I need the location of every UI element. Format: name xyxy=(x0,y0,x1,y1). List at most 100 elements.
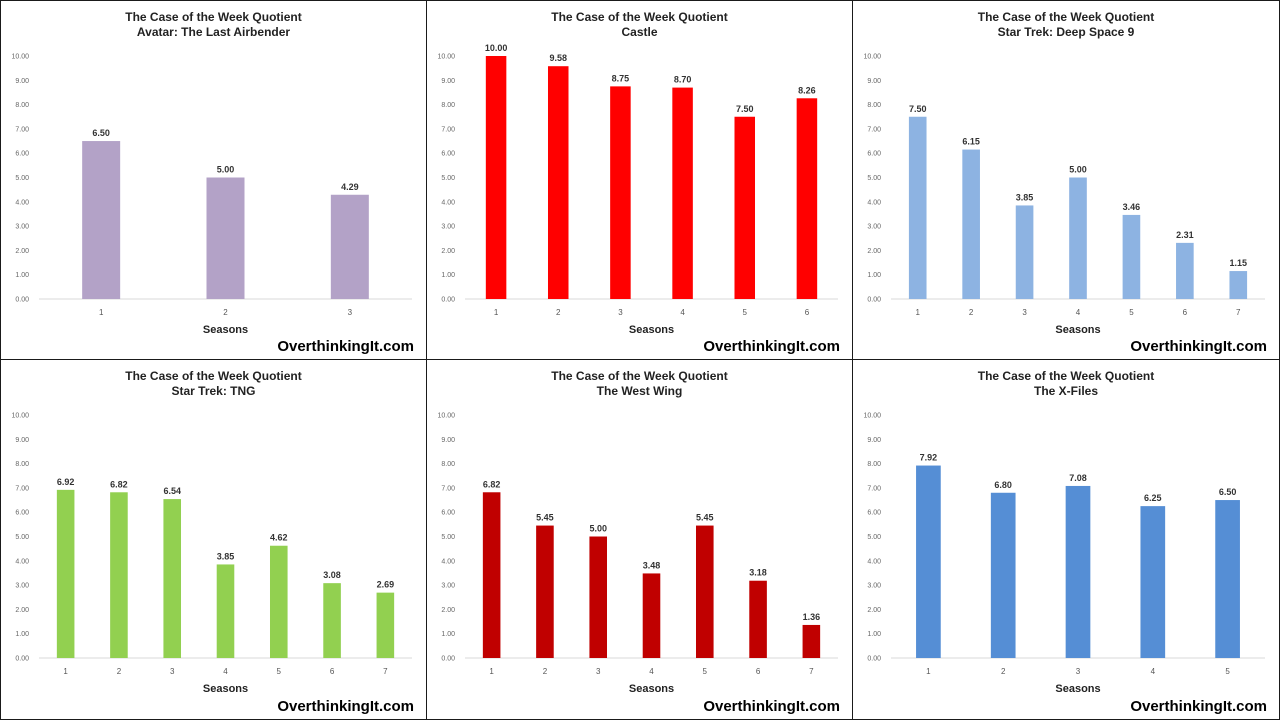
data-label: 5.00 xyxy=(217,165,235,175)
y-tick-label: 4.00 xyxy=(441,558,455,565)
x-tick-label: 5 xyxy=(703,667,708,676)
chart-subtitle: The X-Files xyxy=(1034,384,1098,398)
watermark: OverthinkingIt.com xyxy=(703,698,840,715)
y-tick-label: 1.00 xyxy=(15,272,29,279)
x-tick-label: 2 xyxy=(969,308,974,317)
y-tick-label: 10.00 xyxy=(863,413,881,420)
x-tick-label: 1 xyxy=(99,308,104,317)
x-tick-label: 5 xyxy=(1129,308,1134,317)
bar xyxy=(802,624,821,658)
y-tick-label: 5.00 xyxy=(441,534,455,541)
data-label: 3.85 xyxy=(1016,192,1034,202)
y-tick-label: 7.00 xyxy=(15,126,29,133)
y-tick-label: 4.00 xyxy=(15,199,29,206)
y-tick-label: 10.00 xyxy=(863,54,881,61)
y-tick-label: 5.00 xyxy=(15,534,29,541)
bar xyxy=(547,66,569,300)
bar xyxy=(482,492,501,658)
x-tick-label: 5 xyxy=(1225,667,1230,676)
y-tick-label: 3.00 xyxy=(441,224,455,231)
bar xyxy=(323,583,341,658)
x-axis-title: Seasons xyxy=(629,324,674,336)
x-tick-label: 2 xyxy=(556,308,561,317)
x-tick-label: 3 xyxy=(170,667,175,676)
y-tick-label: 5.00 xyxy=(867,534,881,541)
y-tick-label: 0.00 xyxy=(867,297,881,304)
data-label: 7.08 xyxy=(1069,473,1087,483)
bar xyxy=(695,525,714,658)
y-tick-label: 7.00 xyxy=(15,485,29,492)
x-tick-label: 1 xyxy=(489,667,494,676)
y-tick-label: 5.00 xyxy=(867,175,881,182)
y-tick-label: 3.00 xyxy=(867,583,881,590)
data-label: 6.54 xyxy=(163,486,181,496)
data-label: 6.50 xyxy=(92,128,110,138)
chart-subtitle: The West Wing xyxy=(597,384,683,398)
bar xyxy=(1215,500,1240,658)
y-tick-label: 0.00 xyxy=(15,297,29,304)
bar xyxy=(1122,214,1141,299)
bar xyxy=(1069,177,1087,299)
bar xyxy=(1176,242,1194,299)
bar xyxy=(82,141,121,299)
chart-title: The Case of the Week Quotient xyxy=(125,10,301,24)
y-tick-label: 2.00 xyxy=(15,248,29,255)
x-tick-label: 4 xyxy=(1151,667,1156,676)
data-label: 8.75 xyxy=(612,73,630,83)
chart-subtitle: Avatar: The Last Airbender xyxy=(137,25,290,39)
chart-panel: The Case of the Week Quotient Castle 0.00 1… xyxy=(426,0,853,360)
y-tick-label: 4.00 xyxy=(15,558,29,565)
x-tick-label: 4 xyxy=(649,667,654,676)
y-tick-label: 7.00 xyxy=(867,485,881,492)
y-tick-label: 10.00 xyxy=(437,413,455,420)
bar xyxy=(376,592,395,658)
data-label: 4.29 xyxy=(341,182,359,192)
y-tick-label: 6.00 xyxy=(15,510,29,517)
data-label: 9.58 xyxy=(549,53,567,63)
x-tick-label: 4 xyxy=(223,667,228,676)
chart-subtitle: Castle xyxy=(621,25,657,39)
y-tick-label: 0.00 xyxy=(441,297,455,304)
bar xyxy=(734,116,756,299)
y-tick-label: 3.00 xyxy=(867,224,881,231)
data-label: 1.36 xyxy=(803,612,821,622)
data-label: 6.92 xyxy=(57,477,75,487)
x-tick-label: 3 xyxy=(1022,308,1027,317)
chart-title: The Case of the Week Quotient xyxy=(551,10,727,24)
y-tick-label: 0.00 xyxy=(15,656,29,663)
x-axis-title: Seasons xyxy=(203,683,248,695)
x-tick-label: 5 xyxy=(277,667,282,676)
x-axis-title: Seasons xyxy=(1055,683,1100,695)
x-tick-label: 6 xyxy=(805,308,810,317)
x-tick-label: 3 xyxy=(596,667,601,676)
bar xyxy=(610,86,631,299)
y-tick-label: 3.00 xyxy=(15,583,29,590)
y-tick-label: 6.00 xyxy=(441,151,455,158)
bar xyxy=(269,545,288,658)
bar xyxy=(485,56,507,299)
bar xyxy=(908,116,927,299)
chart-panel: The Case of the Week Quotient Avatar: The… xyxy=(0,0,427,360)
y-tick-label: 1.00 xyxy=(441,272,455,279)
y-tick-label: 9.00 xyxy=(867,78,881,85)
y-tick-label: 2.00 xyxy=(441,607,455,614)
x-tick-label: 2 xyxy=(543,667,548,676)
chart-title: The Case of the Week Quotient xyxy=(551,369,727,383)
x-tick-label: 1 xyxy=(926,667,931,676)
x-axis-title: Seasons xyxy=(1055,324,1100,336)
x-tick-label: 6 xyxy=(756,667,761,676)
bar xyxy=(749,580,767,658)
x-tick-label: 7 xyxy=(809,667,814,676)
chart-panel: The Case of the Week Quotient Star Trek: … xyxy=(0,359,427,720)
chart-panel: The Case of the Week Quotient The West Wi… xyxy=(426,359,853,720)
bar xyxy=(110,492,128,658)
y-tick-label: 9.00 xyxy=(441,78,455,85)
y-tick-label: 2.00 xyxy=(441,248,455,255)
y-tick-label: 9.00 xyxy=(441,437,455,444)
x-tick-label: 7 xyxy=(383,667,388,676)
x-tick-label: 1 xyxy=(494,308,499,317)
y-tick-label: 4.00 xyxy=(441,199,455,206)
x-tick-label: 7 xyxy=(1236,308,1241,317)
